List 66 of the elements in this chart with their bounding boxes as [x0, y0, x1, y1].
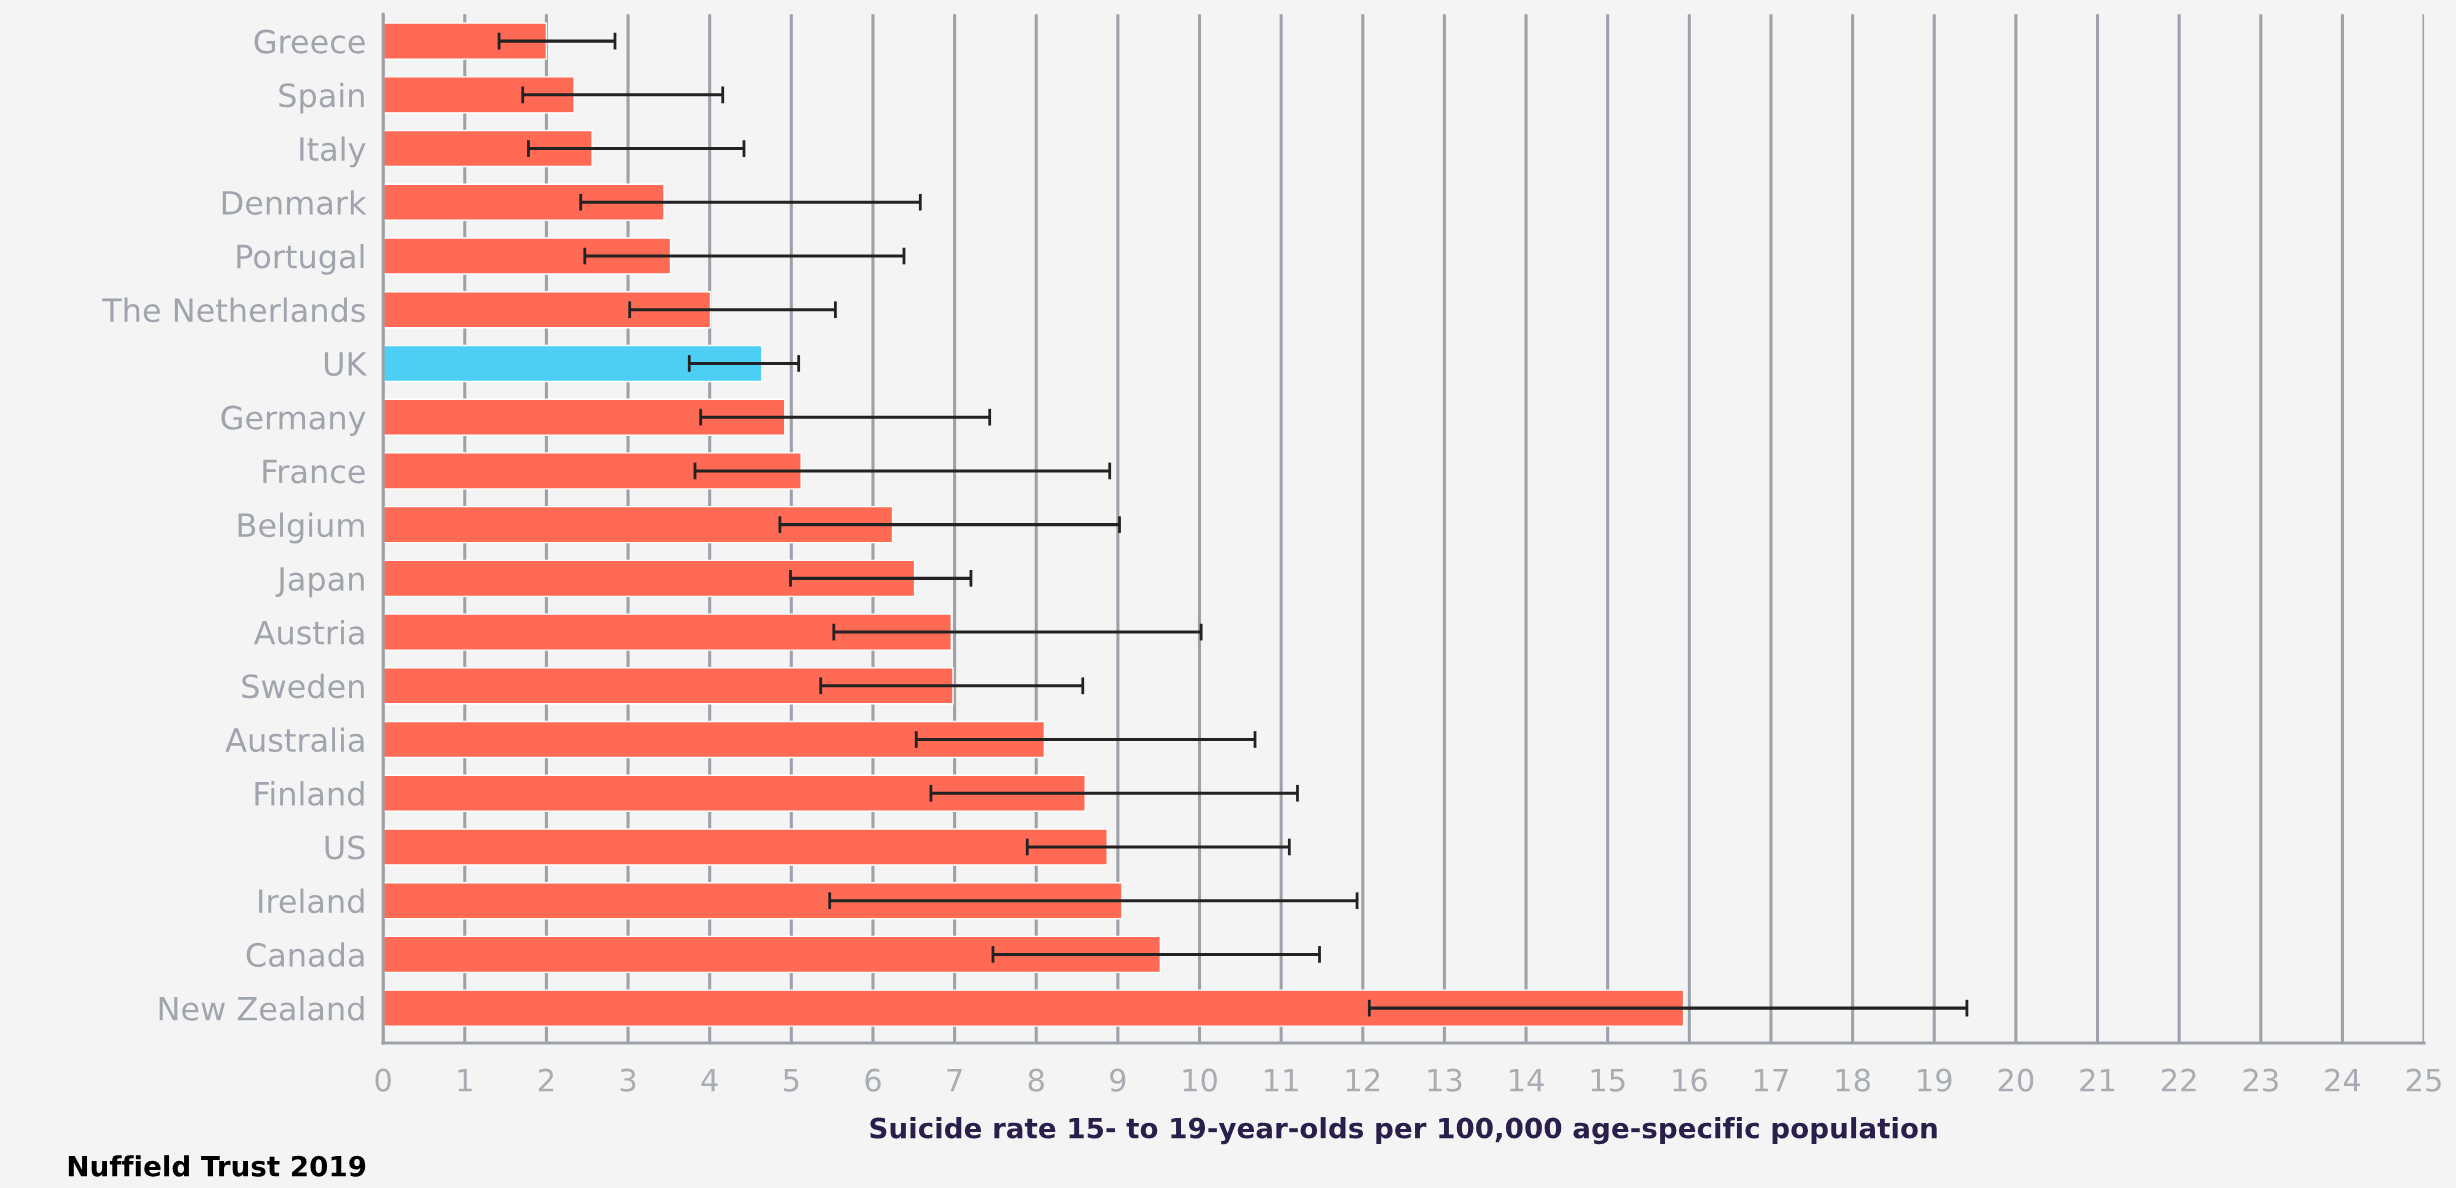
x-tick-label: 23: [2243, 1068, 2278, 1092]
y-tick-label: Ireland: [259, 888, 364, 914]
y-tick-label: US: [325, 835, 365, 860]
x-tick-label: 1: [458, 1069, 472, 1092]
bar: [383, 505, 894, 544]
y-tick-label: Portugal: [237, 243, 364, 275]
x-tick-label: 25: [2406, 1068, 2441, 1092]
x-tick-label: 16: [1673, 1068, 1707, 1092]
bar: [383, 76, 575, 114]
x-tick-label: 13: [1428, 1068, 1462, 1092]
x-tick-label: 2: [538, 1068, 554, 1092]
x-tick-label: 17: [1754, 1069, 1788, 1092]
bar: [383, 129, 593, 168]
x-tick-label: 24: [2325, 1068, 2361, 1092]
x-tick-label: 21: [2080, 1068, 2115, 1092]
bar: [383, 237, 672, 275]
bar: [383, 613, 953, 651]
bar: [383, 291, 712, 329]
x-tick-label: 18: [1836, 1068, 1870, 1092]
x-tick-label: 11: [1265, 1069, 1298, 1092]
y-tick-label: Finland: [255, 781, 364, 806]
bar: [383, 559, 916, 598]
bar: [383, 828, 1108, 866]
bar: [383, 667, 954, 705]
y-tick-label: Australia: [225, 727, 364, 753]
bar: [383, 774, 1086, 812]
y-tick-label: France: [263, 459, 365, 484]
x-tick-label: 22: [2161, 1068, 2196, 1092]
x-tick-label: 10: [1183, 1068, 1217, 1092]
x-tick-label: 19: [1918, 1068, 1952, 1092]
y-tick-label: UK: [324, 352, 368, 377]
bar: [383, 183, 665, 221]
x-tick-label: 5: [783, 1069, 799, 1092]
x-tick-label: 9: [1110, 1068, 1126, 1092]
y-tick-label: New Zealand: [159, 996, 364, 1021]
bar: [383, 398, 786, 436]
bar: [383, 452, 802, 490]
x-tick-label: 12: [1346, 1068, 1380, 1092]
x-axis-title: Suicide rate 15- to 19-year-olds per 100,000 age-specific population: [870, 1117, 1937, 1145]
bar: [383, 989, 1685, 1027]
x-tick-label: 15: [1591, 1069, 1625, 1092]
y-tick-label: Japan: [275, 567, 364, 598]
bar: [383, 720, 1046, 759]
bar: [383, 935, 1162, 974]
y-tick-label: Austria: [253, 619, 364, 645]
x-tick-label: 4: [701, 1069, 718, 1092]
y-tick-label: The Netherlands: [102, 297, 365, 323]
x-tick-label: 3: [620, 1068, 636, 1092]
y-tick-label: Germany: [221, 405, 366, 436]
x-tick-label: 8: [1028, 1068, 1044, 1092]
x-tick-label: 6: [865, 1068, 881, 1092]
x-tick-label: 0: [375, 1068, 391, 1092]
bar: [383, 882, 1123, 920]
bar: [383, 22, 548, 60]
text: Nuffield Trust 2019: [68, 1155, 366, 1177]
y-tick-label: Spain: [279, 82, 364, 114]
y-tick-label: Italy: [300, 136, 366, 168]
y-tick-label: Belgium: [238, 512, 364, 544]
bar: [383, 344, 763, 383]
y-tick-label: Canada: [246, 942, 364, 968]
y-tick-label: Greece: [254, 29, 365, 54]
x-tick-label: 7: [947, 1069, 962, 1092]
x-tick-label: 20: [1998, 1068, 2034, 1092]
y-tick-label: Sweden: [242, 673, 364, 699]
x-tick-label: 14: [1509, 1069, 1544, 1092]
y-tick-label: Denmark: [222, 190, 367, 215]
